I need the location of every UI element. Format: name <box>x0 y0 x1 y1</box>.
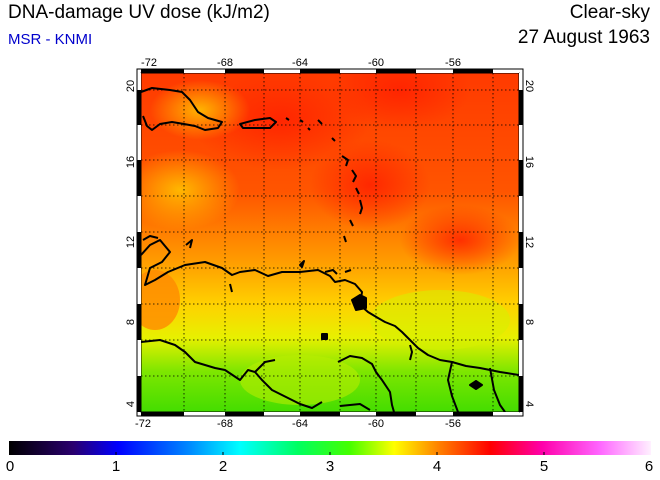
trinidad <box>351 294 367 311</box>
source-label: MSR - KNMI <box>8 31 93 48</box>
colorbar-label: 0 <box>5 458 15 475</box>
lesser-antilles <box>317 119 363 243</box>
border-venezuela-guyana <box>337 355 395 412</box>
map-title: DNA-damage UV dose (kJ/m2) <box>8 2 270 23</box>
uv-field <box>141 73 519 412</box>
puerto-rico-coast <box>239 117 277 129</box>
border-suriname-guiana <box>489 367 506 412</box>
lon-tick-labels-top: -72 -68 -64 -60 -56 <box>141 57 461 69</box>
colorbar-label: 1 <box>111 458 121 475</box>
lon-tick-label: -60 <box>368 418 384 430</box>
lon-tick-label: -56 <box>445 57 461 69</box>
lon-tick-labels-bottom: -72 -68 -64 -60 -56 <box>135 418 461 430</box>
lon-tick-label: -72 <box>135 418 151 430</box>
border-guyana-suriname <box>447 361 459 412</box>
lon-tick-label: -68 <box>217 418 233 430</box>
lat-tick-label: 20 <box>125 80 137 92</box>
colorbar <box>9 441 651 455</box>
lat-tick-label: 4 <box>523 401 535 407</box>
lat-tick-labels-left: 4 8 12 16 20 <box>125 80 137 407</box>
lat-tick-label: 20 <box>523 80 535 92</box>
lon-tick-label: -60 <box>368 57 384 69</box>
south-america-coast <box>141 239 519 376</box>
lon-tick-label: -64 <box>292 418 308 430</box>
virgin-islands <box>285 117 311 131</box>
coastlines <box>141 87 519 412</box>
hispaniola-coast <box>141 87 223 131</box>
colorbar-label: 4 <box>432 458 442 475</box>
map-frame <box>136 68 524 417</box>
lat-tick-label: 16 <box>125 156 137 168</box>
colorbar-label: 6 <box>644 458 654 475</box>
lon-tick-label: -72 <box>141 57 157 69</box>
colorbar-label: 2 <box>218 458 228 475</box>
lat-tick-label: 8 <box>125 319 137 325</box>
lat-tick-label: 12 <box>523 236 535 248</box>
lat-tick-labels-right: 4 8 12 16 20 <box>523 80 535 407</box>
colorbar-label: 3 <box>325 458 335 475</box>
lat-lon-grid <box>141 73 519 412</box>
lon-tick-label: -56 <box>445 418 461 430</box>
lat-tick-label: 8 <box>523 319 535 325</box>
lon-tick-label: -64 <box>292 57 308 69</box>
lat-tick-label: 4 <box>125 401 137 407</box>
sky-condition-label: Clear-sky <box>569 2 650 23</box>
lat-tick-label: 16 <box>523 156 535 168</box>
colorbar-ticks <box>115 452 545 455</box>
lon-tick-label: -68 <box>217 57 233 69</box>
colorbar-label: 5 <box>539 458 549 475</box>
lat-tick-label: 12 <box>125 236 137 248</box>
border-colombia-venezuela <box>141 339 323 409</box>
date-label: 27 August 1963 <box>517 27 650 48</box>
